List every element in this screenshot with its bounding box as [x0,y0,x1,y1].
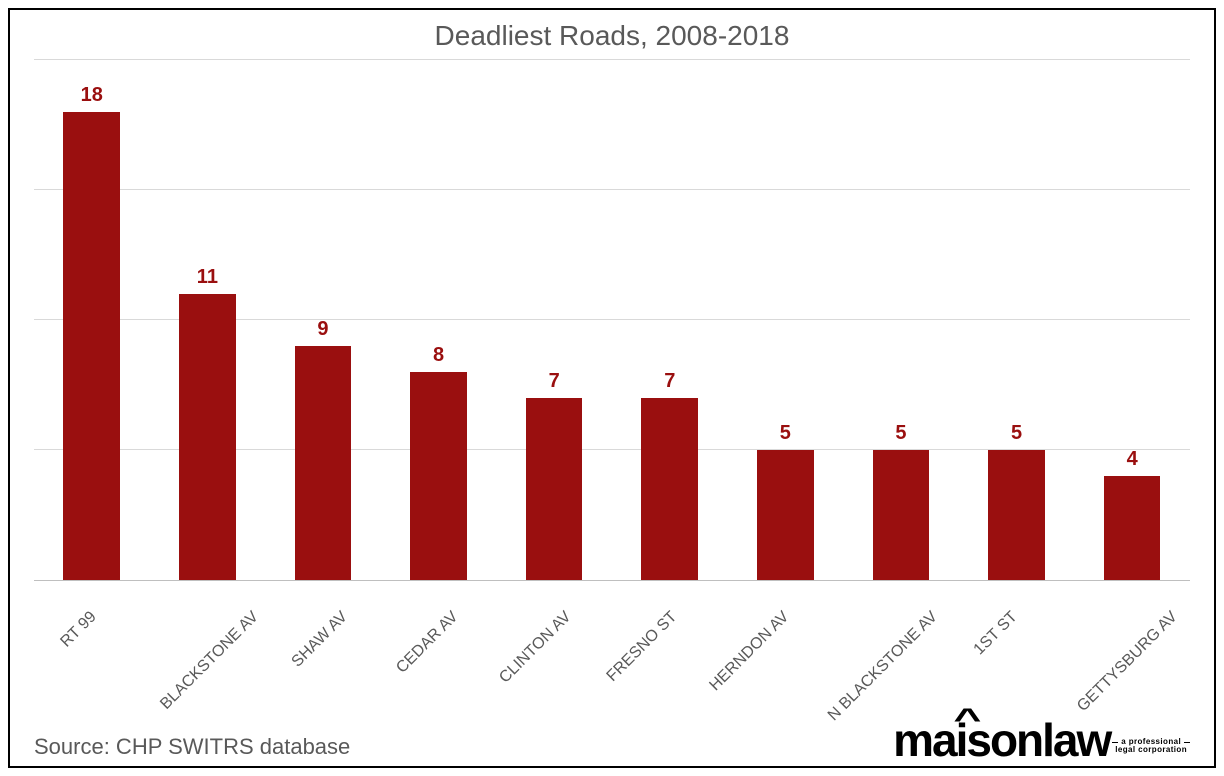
chart-title: Deadliest Roads, 2008-2018 [34,20,1190,52]
bar: 9 [295,346,352,580]
brand-sub2: legal corporation [1115,746,1187,754]
bar-value-label: 11 [179,266,236,289]
bar-slot: 7 [496,60,612,580]
x-tick-label: RT 99 [57,608,100,651]
chart-frame: Deadliest Roads, 2008-2018 181198775554 … [8,8,1216,768]
brand-subtext: a professional legal corporation [1112,738,1190,754]
bar-value-label: 18 [63,84,120,107]
x-tick-label: HERNDON AV [707,608,794,695]
brand-part1: ma [893,714,955,766]
x-tick: 1ST ST [950,587,1056,700]
bar-value-label: 8 [410,344,467,367]
plot-area: 181198775554 [34,60,1190,580]
brand-part2: sonlaw [966,714,1110,766]
bar-slot: 4 [1074,60,1190,580]
x-tick-label: BLACKSTONE AV [157,608,262,713]
bar: 5 [988,450,1045,580]
x-tick-label: SHAW AV [288,608,351,671]
x-tick: BLACKSTONE AV [140,587,271,700]
bar-slot: 7 [612,60,728,580]
x-tick: FRESNO ST [590,587,696,700]
x-axis: RT 99 BLACKSTONE AV SHAW AV CEDAR AV CLINTON… [34,580,1190,700]
bar: 5 [873,450,930,580]
bars-container: 181198775554 [34,60,1190,580]
bar: 8 [410,372,467,580]
x-tick: CLINTON AV [484,587,590,700]
bar-value-label: 5 [757,422,814,445]
x-tick: CEDAR AV [378,587,484,700]
brand-hat-letter: i [956,721,967,760]
x-tick-label: CLINTON AV [496,608,575,687]
x-tick-label: FRESNO ST [603,608,680,685]
bar-slot: 9 [265,60,381,580]
bar: 4 [1104,476,1161,580]
bar-value-label: 7 [526,370,583,393]
x-tick: N BLACKSTONE AV [803,587,950,700]
footer: Source: CHP SWITRS database maisonlaw a … [34,700,1190,760]
bar: 18 [63,112,120,580]
bar-slot: 5 [843,60,959,580]
x-tick: SHAW AV [271,587,377,700]
x-tick: GETTYSBURG AV [1056,587,1190,700]
bar-slot: 5 [959,60,1075,580]
bar: 7 [641,398,698,580]
bar: 11 [179,294,236,580]
bar-value-label: 4 [1104,448,1161,471]
brand-logo: maisonlaw a professional legal corporati… [893,721,1190,760]
bar: 7 [526,398,583,580]
source-text: Source: CHP SWITRS database [34,734,350,760]
brand-wordmark: maisonlaw [893,721,1110,760]
x-tick-label: 1ST ST [970,608,1021,659]
x-tick: RT 99 [34,587,140,700]
bar-slot: 11 [150,60,266,580]
bar-value-label: 9 [295,318,352,341]
x-tick-label: CEDAR AV [393,608,462,677]
x-tick: HERNDON AV [696,587,802,700]
bar: 5 [757,450,814,580]
bar-slot: 8 [381,60,497,580]
bar-value-label: 5 [873,422,930,445]
bar-slot: 18 [34,60,150,580]
bar-slot: 5 [728,60,844,580]
bar-value-label: 7 [641,370,698,393]
bar-value-label: 5 [988,422,1045,445]
